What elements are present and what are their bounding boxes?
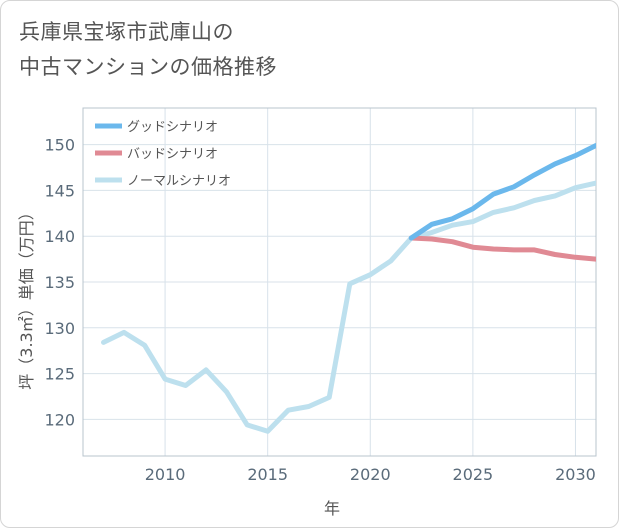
y-tick-label: 145 (44, 181, 75, 200)
series-line-2 (101, 180, 596, 434)
x-axis-ticks: 2010 2015 2020 2025 2030 (145, 465, 596, 484)
series-line-1 (408, 235, 596, 262)
y-tick-label: 150 (44, 136, 75, 155)
chart-title-line1: 兵庫県宝塚市武庫山の (19, 20, 234, 44)
x-axis-label: 年 (324, 499, 340, 518)
x-tick-label: 2030 (555, 465, 596, 484)
x-tick-label: 2020 (350, 465, 391, 484)
y-axis-label: 坪（3.3㎡）単価（万円） (17, 204, 36, 389)
y-tick-label: 125 (44, 365, 75, 384)
legend-label: ノーマルシナリオ (127, 174, 231, 189)
series-lines (101, 143, 596, 434)
chart-title: 兵庫県宝塚市武庫山の 中古マンションの価格推移 (19, 15, 277, 85)
y-tick-label: 135 (44, 273, 75, 292)
x-tick-label: 2025 (453, 465, 494, 484)
y-tick-label: 140 (44, 227, 75, 246)
x-tick-label: 2010 (145, 465, 186, 484)
y-axis-ticks: 120 125 130 135 140 145 150 (44, 136, 75, 430)
y-tick-label: 130 (44, 319, 75, 338)
plot-frame (82, 107, 597, 457)
y-tick-label: 120 (44, 410, 75, 429)
x-tick-label: 2015 (247, 465, 288, 484)
chart-title-line2: 中古マンションの価格推移 (19, 55, 277, 79)
legend-label: バッドシナリオ (127, 147, 218, 162)
legend-label: グッドシナリオ (127, 120, 218, 135)
series-line-0 (408, 143, 596, 241)
